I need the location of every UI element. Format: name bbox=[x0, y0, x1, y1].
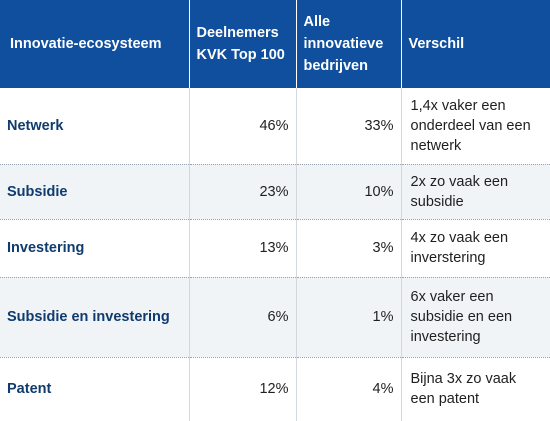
row-all-value: 33% bbox=[296, 88, 402, 165]
row-difference: 2x zo vaak een subsidie bbox=[401, 164, 550, 220]
table-header: Innovatie-ecosysteem Deelnemers KVK Top … bbox=[0, 0, 550, 88]
header-kvk-top-100: Deelnemers KVK Top 100 bbox=[189, 0, 297, 88]
row-name: Patent bbox=[0, 357, 190, 421]
row-difference: 6x vaker een subsidie en een investering bbox=[401, 277, 550, 358]
table-row: Netwerk 46% 33% 1,4x vaker een onderdeel… bbox=[0, 88, 550, 165]
row-difference: 4x zo vaak een inverstering bbox=[401, 219, 550, 278]
row-all-value: 3% bbox=[296, 219, 402, 278]
row-name: Subsidie en investering bbox=[0, 277, 190, 358]
table-row: Investering 13% 3% 4x zo vaak een invers… bbox=[0, 219, 550, 278]
row-kvk-value: 6% bbox=[189, 277, 297, 358]
row-all-value: 1% bbox=[296, 277, 402, 358]
header-all-innovative: Alle innovatieve bedrijven bbox=[296, 0, 402, 88]
row-difference: Bijna 3x zo vaak een patent bbox=[401, 357, 550, 421]
header-ecosystem: Innovatie-ecosysteem bbox=[0, 0, 190, 88]
header-row: Innovatie-ecosysteem Deelnemers KVK Top … bbox=[0, 0, 550, 88]
row-kvk-value: 23% bbox=[189, 164, 297, 220]
header-difference: Verschil bbox=[401, 0, 550, 88]
table-body: Netwerk 46% 33% 1,4x vaker een onderdeel… bbox=[0, 88, 550, 421]
row-kvk-value: 13% bbox=[189, 219, 297, 278]
row-all-value: 4% bbox=[296, 357, 402, 421]
row-name: Investering bbox=[0, 219, 190, 278]
row-all-value: 10% bbox=[296, 164, 402, 220]
table-row: Patent 12% 4% Bijna 3x zo vaak een paten… bbox=[0, 357, 550, 421]
row-kvk-value: 12% bbox=[189, 357, 297, 421]
row-name: Subsidie bbox=[0, 164, 190, 220]
table-row: Subsidie 23% 10% 2x zo vaak een subsidie bbox=[0, 164, 550, 220]
row-name: Netwerk bbox=[0, 88, 190, 165]
row-difference: 1,4x vaker een onderdeel van een netwerk bbox=[401, 88, 550, 165]
table-row: Subsidie en investering 6% 1% 6x vaker e… bbox=[0, 277, 550, 358]
row-kvk-value: 46% bbox=[189, 88, 297, 165]
